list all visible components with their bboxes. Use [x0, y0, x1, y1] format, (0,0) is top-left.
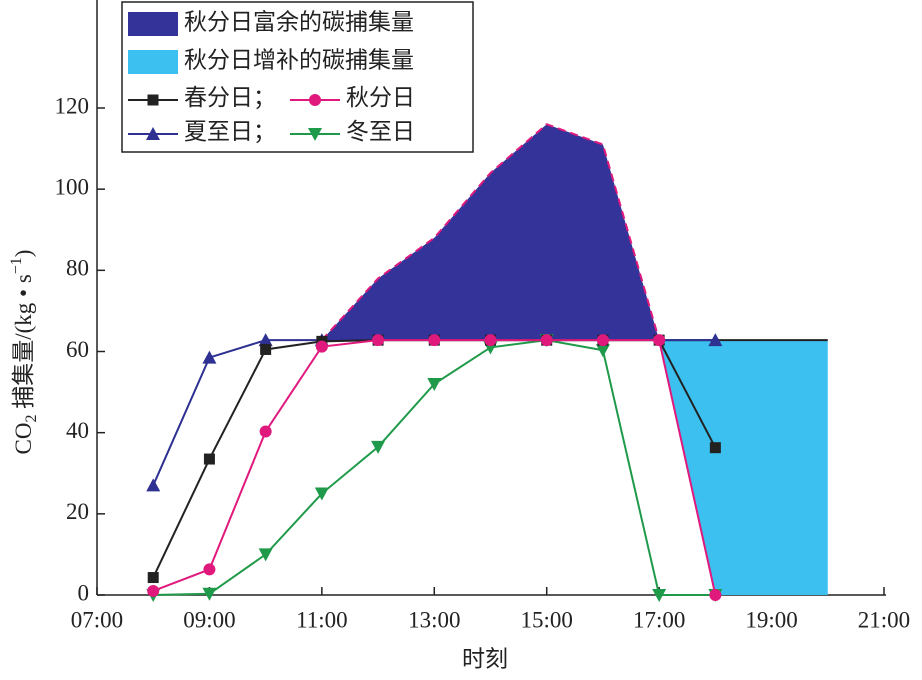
- marker: [202, 587, 217, 601]
- legend-label: 秋分日: [346, 85, 415, 110]
- marker: [315, 340, 328, 353]
- marker: [147, 584, 160, 597]
- legend-swatch: [128, 12, 178, 36]
- marker: [146, 127, 160, 140]
- marker: [709, 442, 721, 454]
- x-tick-label: 07:00: [71, 607, 123, 632]
- legend-name: 春分日: [184, 85, 253, 110]
- x-tick-label: 11:00: [296, 607, 348, 632]
- marker: [203, 453, 215, 465]
- marker: [427, 377, 442, 391]
- marker: [596, 334, 609, 347]
- marker: [146, 478, 161, 492]
- y-tick-label: 0: [78, 580, 90, 605]
- area: [659, 340, 828, 595]
- legend-separator: ；: [253, 85, 276, 110]
- marker: [258, 333, 273, 347]
- y-tick-label: 40: [66, 418, 89, 443]
- legend-label: 冬至日: [346, 119, 415, 144]
- area: [321, 124, 660, 341]
- y-title-sup: −1: [8, 257, 25, 274]
- y-tick-label: 100: [55, 174, 90, 199]
- legend-separator: ；: [253, 119, 276, 144]
- y-title-part: ): [11, 250, 36, 258]
- marker: [371, 440, 386, 454]
- legend-label: 秋分日富余的碳捕集量: [184, 9, 414, 34]
- y-title-part: 捕集量/(kg • s: [11, 274, 36, 414]
- series-line: [152, 339, 716, 486]
- marker: [308, 128, 322, 141]
- y-tick-label: 20: [66, 499, 89, 524]
- marker: [428, 334, 441, 347]
- x-tick-label: 19:00: [745, 607, 797, 632]
- x-tick-label: 21:00: [858, 607, 910, 632]
- marker: [309, 94, 321, 106]
- legend-name: 秋分日: [346, 85, 415, 110]
- x-tick-label: 17:00: [633, 607, 685, 632]
- x-axis-title: 时刻: [462, 646, 508, 671]
- marker: [372, 334, 385, 347]
- legend-box: [121, 1, 474, 153]
- marker: [147, 94, 159, 106]
- marker: [484, 334, 497, 347]
- marker: [540, 334, 553, 347]
- marker: [259, 425, 272, 438]
- y-tick-label: 80: [66, 256, 89, 281]
- marker: [147, 572, 159, 584]
- marker: [258, 548, 273, 562]
- marker: [709, 589, 722, 601]
- y-axis-title: CO2 捕集量/(kg • s−1): [8, 250, 40, 455]
- marker: [708, 333, 723, 347]
- series-line: [152, 339, 717, 578]
- legend-label: 春分日；: [184, 85, 276, 110]
- x-tick-label: 13:00: [408, 607, 460, 632]
- legend-swatch: [128, 50, 178, 74]
- x-tick-label: 09:00: [183, 607, 235, 632]
- y-tick-label: 120: [55, 93, 90, 118]
- y-tick-label: 60: [66, 337, 89, 362]
- legend-label: 夏至日；: [184, 119, 276, 144]
- legend-name: 冬至日: [346, 119, 415, 144]
- x-tick-label: 15:00: [521, 607, 573, 632]
- marker: [653, 334, 666, 347]
- y-title-part: CO: [11, 423, 36, 455]
- marker: [203, 563, 216, 576]
- marker: [202, 350, 217, 364]
- legend-name: 夏至日: [184, 119, 253, 144]
- y-title-sub: 2: [23, 415, 40, 423]
- area-edge: [321, 123, 661, 341]
- legend-label: 秋分日增补的碳捕集量: [184, 47, 414, 72]
- marker: [314, 487, 329, 501]
- marker: [260, 343, 272, 355]
- marker: [652, 589, 667, 602]
- marker: [595, 344, 610, 358]
